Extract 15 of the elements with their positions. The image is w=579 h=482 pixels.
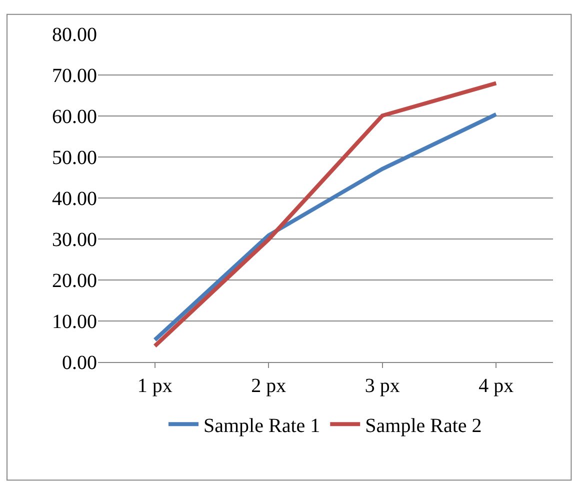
x-tick-label: 2 px xyxy=(251,375,286,397)
y-tick-label: 20.00 xyxy=(52,270,97,292)
x-tick-label: 4 px xyxy=(478,375,514,397)
legend-label: Sample Rate 1 xyxy=(204,414,320,437)
y-tick-label: 40.00 xyxy=(52,188,97,210)
y-tick-label: 70.00 xyxy=(52,65,97,87)
y-tick-label: 30.00 xyxy=(52,229,97,251)
y-tick-label: 80.00 xyxy=(52,24,97,46)
y-tick-label: 60.00 xyxy=(52,106,97,128)
y-tick-label: 0.00 xyxy=(62,352,97,374)
y-tick-label: 10.00 xyxy=(52,311,97,333)
x-tick-label: 3 px xyxy=(364,375,400,397)
x-tick-label: 1 px xyxy=(137,375,172,397)
y-tick-label: 50.00 xyxy=(52,147,97,169)
legend-label: Sample Rate 2 xyxy=(365,414,482,437)
